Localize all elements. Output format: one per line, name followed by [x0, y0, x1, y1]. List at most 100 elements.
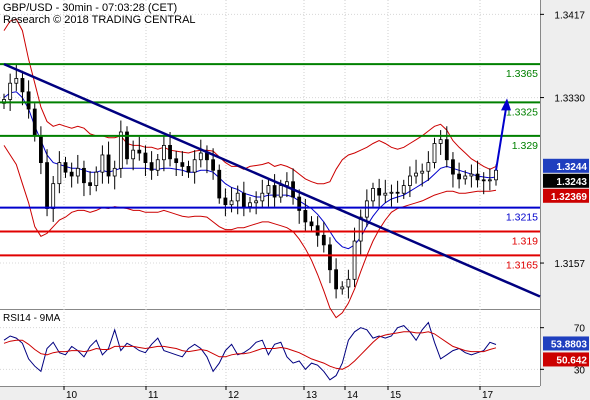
candle-body [94, 171, 99, 186]
moving-average [3, 91, 497, 250]
candle-body [358, 216, 363, 242]
candle-body [487, 179, 492, 182]
resistance-level-label: 1.3325 [506, 106, 538, 118]
candle-body [20, 78, 25, 93]
price-tag-red-box [543, 188, 589, 203]
rsi-tag-blue-label: 53.8803 [551, 339, 588, 350]
rsi-tag-blue-box [543, 336, 589, 351]
candle-body [383, 192, 388, 196]
candle-body [364, 200, 369, 218]
candle-body [340, 286, 345, 290]
axis-labels: 10 11 12 13 14 15 17 1.3417 1.3330 1.3157 70 30 [63, 10, 586, 400]
rsi-tick-label: 30 [574, 365, 586, 376]
price-tag-blue-label: 1.3244 [556, 162, 587, 173]
candle-body [131, 149, 136, 160]
candle-body [223, 197, 228, 206]
rsi-line [3, 321, 497, 381]
candle-body [82, 167, 86, 184]
y-tick-label: 1.3330 [554, 94, 585, 105]
bollinger-upper-line [3, 18, 497, 185]
candle-body [346, 278, 351, 288]
rsi-lines [3, 321, 497, 381]
candle-body [241, 192, 246, 208]
x-tick-label: 13 [306, 390, 318, 400]
candle-body [125, 131, 129, 160]
candle-body [494, 169, 498, 181]
x-tick-label: 15 [390, 390, 402, 400]
candle-body [174, 158, 179, 164]
candle-body [186, 166, 191, 173]
rsi-tag-red: 50.642 [543, 352, 589, 367]
price-tag-blue-box [543, 158, 589, 173]
price-tag-red: 1.32369 [543, 188, 589, 203]
candle-body [118, 131, 123, 169]
price-tag-red-label: 1.32369 [551, 192, 588, 203]
candle-body [217, 169, 222, 199]
candle-body [205, 152, 209, 161]
x-tick-label: 10 [66, 390, 78, 400]
rsi-title: RSI14 - 9MA [3, 313, 61, 324]
candle-body [143, 152, 148, 164]
support-level-label: 1.3165 [506, 259, 538, 271]
candle-body [192, 159, 197, 173]
candle-body [463, 175, 468, 180]
candle-body [32, 108, 37, 137]
candle-body [426, 162, 431, 172]
resistance-level-label: 1.329 [512, 140, 538, 152]
y-tick-label: 1.3157 [554, 259, 585, 270]
chart-title: GBP/USD - 30min - 07:03:28 (CET) [3, 2, 177, 14]
candle-body [161, 144, 166, 161]
candle-body [88, 182, 92, 186]
candle-body [432, 143, 437, 164]
support-level-label: 1.319 [512, 235, 538, 247]
downtrend-line [3, 62, 541, 298]
price-tag-blue: 1.3244 [543, 158, 589, 173]
candle-body [352, 240, 357, 280]
axis-corner [540, 386, 590, 400]
x-tick-label: 11 [148, 390, 159, 400]
forecast-arrow [495, 98, 511, 171]
candle-body [407, 175, 412, 186]
candle-body [389, 191, 394, 194]
candle-body [309, 221, 314, 227]
candle-body [414, 172, 418, 177]
pivot-level-label: 1.3215 [506, 212, 538, 224]
rsi-tick-label: 70 [574, 324, 586, 335]
candle-body [180, 162, 185, 167]
candle-body [272, 185, 277, 198]
y-tick-label: 1.3417 [554, 10, 585, 21]
candle-body [45, 162, 49, 209]
price-tag-black: 1.3243 [543, 173, 589, 188]
candle-body [198, 152, 203, 161]
candle-body [26, 91, 31, 110]
candle-body [254, 200, 259, 204]
candle-body [100, 154, 105, 173]
copyright-text: Research © 2018 TRADING CENTRAL [3, 14, 196, 26]
rsi-tag-red-label: 50.642 [556, 355, 587, 366]
trendline [3, 62, 541, 298]
candle-body [481, 179, 486, 182]
candle-body [69, 171, 74, 177]
candle-body [297, 196, 302, 211]
candle-body [75, 167, 80, 177]
time-axis-panel [0, 386, 540, 400]
candle-body [51, 183, 56, 209]
candle-body [149, 162, 154, 171]
rsi-signal-line [3, 331, 497, 370]
candle-body [266, 185, 271, 194]
candle-body [63, 162, 68, 173]
x-tick-label: 17 [482, 390, 494, 400]
forecast-arrow-shaft [495, 108, 507, 171]
candle-body [451, 159, 455, 175]
candle-body [334, 269, 339, 290]
candle-body [39, 135, 43, 164]
candle-body [469, 173, 474, 177]
candle-body [14, 78, 19, 84]
candle-body [106, 154, 111, 177]
candle-body [155, 159, 160, 171]
candle-body [321, 234, 326, 246]
price-tag-black-label: 1.3243 [556, 177, 587, 188]
candle-body [57, 162, 62, 185]
candle-body [377, 188, 382, 196]
